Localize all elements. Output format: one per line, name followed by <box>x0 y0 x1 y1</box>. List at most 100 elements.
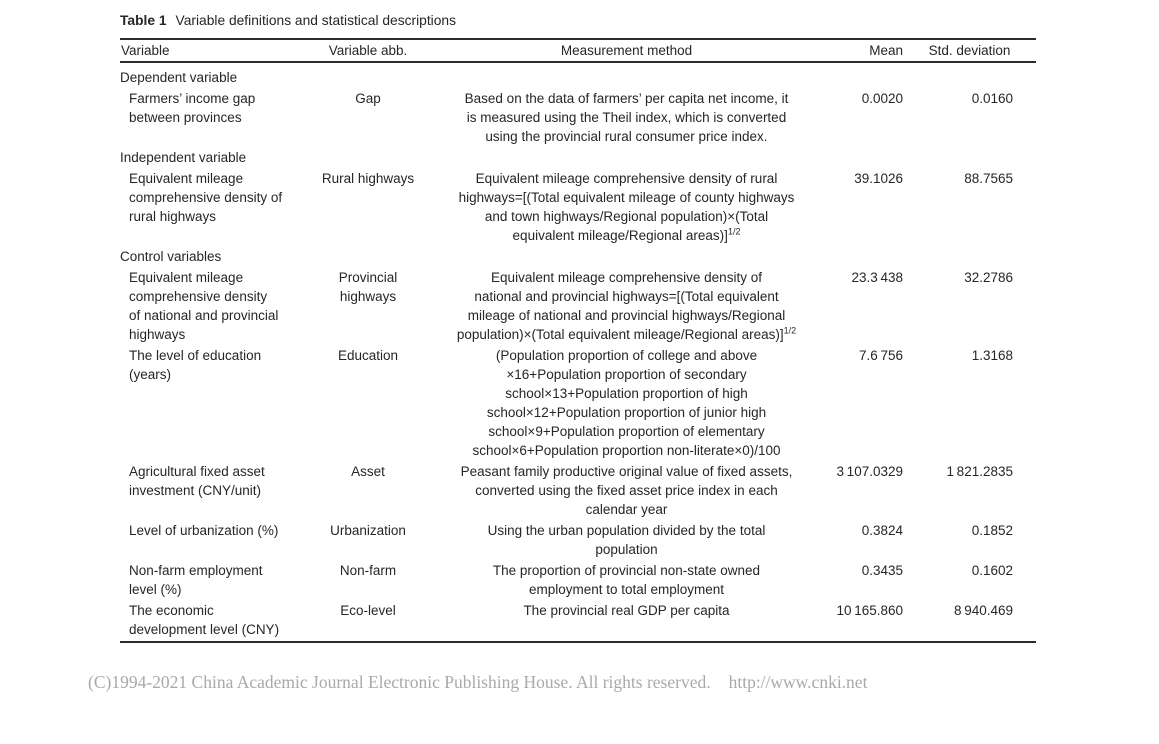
cell-measurement: The proportion of provincial non-state o… <box>420 561 833 599</box>
text-line: (years) <box>129 367 172 382</box>
text-line: investment (CNY/unit) <box>129 483 262 498</box>
table-row-eco-level: The economic development level (CNY) Eco… <box>120 601 1036 639</box>
cnki-url: http://www.cnki.net <box>728 672 868 692</box>
section-row-control: Control variables <box>120 249 222 264</box>
cell-mean: 7.6 756 <box>859 348 903 363</box>
table-number: Table 1 <box>120 13 167 28</box>
text-line: of national and provincial <box>129 308 279 323</box>
text-line: calendar year <box>585 502 668 517</box>
cell-measurement: Peasant family productive original value… <box>420 462 833 519</box>
cell-measurement: Equivalent mileage comprehensive density… <box>420 169 833 245</box>
text-line: mileage of national and provincial highw… <box>467 308 786 323</box>
cell-mean: 3 107.0329 <box>836 464 903 479</box>
text-line: ×16+Population proportion of secondary <box>506 367 747 382</box>
cell-mean: 23.3 438 <box>851 270 903 285</box>
text-line: and town highways/Regional population)×(… <box>484 209 769 224</box>
cell-mean: 0.3435 <box>861 563 903 578</box>
variables-table: Variable Variable abb. Measurement metho… <box>120 38 1036 643</box>
cell-abbreviation: Asset <box>316 462 420 481</box>
text-line: highways <box>129 327 186 342</box>
cell-std: 0.1602 <box>971 563 1013 578</box>
text-line: highways <box>339 289 397 304</box>
text-line: highways=[(Total equivalent mileage of c… <box>458 190 795 205</box>
superscript-exponent: 1/2 <box>783 325 797 336</box>
text-line: Farmers’ income gap <box>129 91 256 106</box>
text-line: Eco-level <box>340 603 396 618</box>
cell-std: 0.1852 <box>971 523 1013 538</box>
text-line: equivalent mileage/Regional areas)]1/2 <box>420 226 833 245</box>
header-variable: Variable <box>121 43 170 58</box>
text-line: Asset <box>351 464 385 479</box>
cell-abbreviation: Urbanization <box>316 521 420 540</box>
cell-variable: Equivalent mileage comprehensive density… <box>120 169 316 226</box>
table-row-education: The level of education (years) Education… <box>120 346 1036 460</box>
table-row-rural-highways: Equivalent mileage comprehensive density… <box>120 169 1036 245</box>
table-title-text: Variable definitions and statistical des… <box>175 13 456 28</box>
text-line: Based on the data of farmers’ per capita… <box>464 91 789 106</box>
text-line: The proportion of provincial non-state o… <box>492 563 761 578</box>
cell-abbreviation: Rural highways <box>316 169 420 188</box>
cell-measurement: The provincial real GDP per capita <box>420 601 833 620</box>
cell-abbreviation: Non-farm <box>316 561 420 580</box>
cell-measurement: Equivalent mileage comprehensive density… <box>420 268 833 344</box>
text-line: school×13+Population proportion of high <box>505 386 748 401</box>
formula-tail: population)×(Total equivalent mileage/Re… <box>456 327 784 342</box>
table-title: Table 1 Variable definitions and statisti… <box>120 12 456 30</box>
cell-std: 32.2786 <box>964 270 1013 285</box>
text-line: school×6+Population proportion non-liter… <box>472 443 781 458</box>
text-line: using the provincial rural consumer pric… <box>485 129 768 144</box>
text-line: level (%) <box>129 582 182 597</box>
text-line: The level of education <box>129 348 262 363</box>
cell-variable: Non-farm employment level (%) <box>120 561 316 599</box>
table-row-gap: Farmers’ income gap between provinces Ga… <box>120 89 1036 146</box>
text-line: Equivalent mileage <box>129 171 244 186</box>
table-row-non-farm: Non-farm employment level (%) Non-farm T… <box>120 561 1036 599</box>
header-mean: Mean <box>869 43 903 58</box>
section-row-independent: Independent variable <box>120 150 247 165</box>
cell-abbreviation: Education <box>316 346 420 365</box>
text-line: Rural highways <box>321 171 415 186</box>
text-line: Equivalent mileage <box>129 270 244 285</box>
cell-abbreviation: Provincial highways <box>316 268 420 306</box>
text-line: employment to total employment <box>528 582 725 597</box>
text-line: school×12+Population proportion of junio… <box>486 405 767 420</box>
header-measurement-method: Measurement method <box>560 43 693 58</box>
text-line: converted using the fixed asset price in… <box>475 483 778 498</box>
cell-abbreviation: Eco-level <box>316 601 420 620</box>
cell-variable: Equivalent mileage comprehensive density… <box>120 268 316 344</box>
cell-mean: 0.0020 <box>861 91 903 106</box>
text-line: comprehensive density <box>129 289 268 304</box>
text-line: school×9+Population proportion of elemen… <box>488 424 765 439</box>
cell-variable: The level of education (years) <box>120 346 316 384</box>
text-line: Gap <box>355 91 381 106</box>
text-line: The provincial real GDP per capita <box>523 603 730 618</box>
text-line: Using the urban population divided by th… <box>487 523 766 538</box>
table-row-provincial-highways: Equivalent mileage comprehensive density… <box>120 268 1036 344</box>
text-line: is measured using the Theil index, which… <box>466 110 787 125</box>
text-line: (Population proportion of college and ab… <box>495 348 758 363</box>
text-line: between provinces <box>129 110 242 125</box>
section-row-dependent: Dependent variable <box>120 70 238 85</box>
copyright-text: (C)1994-2021 China Academic Journal Elec… <box>88 672 711 692</box>
table-header-row: Variable Variable abb. Measurement metho… <box>120 40 1036 63</box>
text-line: The economic <box>129 603 214 618</box>
text-line: Level of urbanization (%) <box>129 523 279 538</box>
cell-mean: 10 165.860 <box>836 603 903 618</box>
cell-measurement: (Population proportion of college and ab… <box>420 346 833 460</box>
table-body: Dependent variable Farmers’ income gap b… <box>120 63 1036 641</box>
formula-tail: equivalent mileage/Regional areas)] <box>512 228 728 243</box>
text-line: Agricultural fixed asset <box>129 464 265 479</box>
text-line: Provincial <box>338 270 398 285</box>
superscript-exponent: 1/2 <box>727 226 741 237</box>
text-line: population <box>595 542 658 557</box>
header-std-deviation: Std. deviation <box>928 43 1011 58</box>
text-line: Peasant family productive original value… <box>460 464 793 479</box>
cell-abbreviation: Gap <box>316 89 420 108</box>
text-line: Non-farm <box>339 563 397 578</box>
text-line: Non-farm employment <box>129 563 263 578</box>
cell-std: 1 821.2835 <box>946 464 1013 479</box>
text-line: comprehensive density of <box>129 190 283 205</box>
text-line: Equivalent mileage comprehensive density… <box>491 270 762 285</box>
cell-variable: Level of urbanization (%) <box>120 521 316 540</box>
header-variable-abb: Variable abb. <box>328 43 408 58</box>
